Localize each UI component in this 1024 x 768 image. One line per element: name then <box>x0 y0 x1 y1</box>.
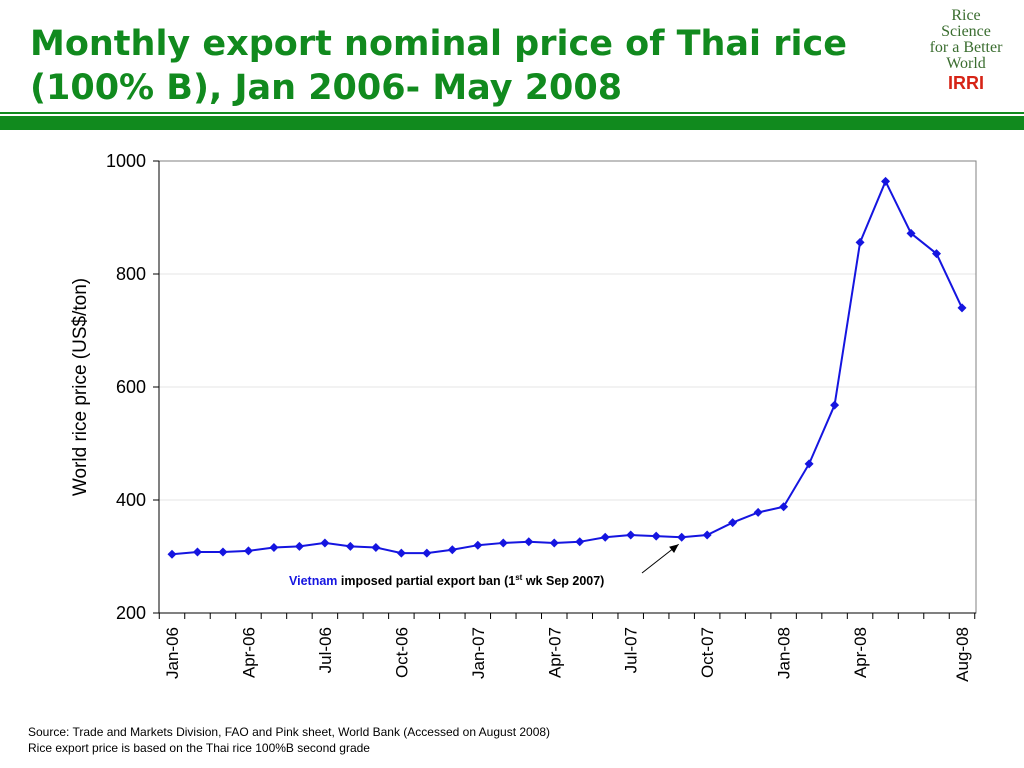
data-point <box>677 532 687 542</box>
y-tick-label: 600 <box>116 377 146 397</box>
y-tick-label: 800 <box>116 264 146 284</box>
x-tick-label: Apr-08 <box>851 627 870 678</box>
annotation-superscript: st <box>515 573 522 582</box>
data-point <box>243 546 253 556</box>
data-point <box>881 176 891 186</box>
x-tick-label: Oct-06 <box>392 627 411 678</box>
annotation-text-end: wk Sep 2007) <box>522 574 604 588</box>
data-point <box>473 540 483 550</box>
x-tick-label: Jul-07 <box>622 627 641 673</box>
source-note: Source: Trade and Markets Division, FAO … <box>28 725 551 739</box>
data-point <box>320 538 330 548</box>
data-point <box>728 518 738 528</box>
x-tick-label: Apr-07 <box>545 627 564 678</box>
data-point <box>192 547 202 557</box>
data-point <box>422 548 432 558</box>
data-point <box>167 549 177 559</box>
footer-notes: Source: Trade and Markets Division, FAO … <box>28 724 550 756</box>
header-divider-thin <box>0 112 1024 114</box>
data-point <box>498 538 508 548</box>
data-point <box>600 532 610 542</box>
grade-note: Rice export price is based on the Thai r… <box>28 741 370 755</box>
title-line-1: Monthly export nominal price of Thai ric… <box>30 24 847 64</box>
data-point <box>524 537 534 547</box>
y-tick-label: 400 <box>116 490 146 510</box>
logo-line-1: Rice <box>951 7 981 24</box>
data-point <box>855 237 865 247</box>
data-point <box>294 541 304 551</box>
data-point <box>753 507 763 517</box>
x-tick-label: Apr-06 <box>239 627 258 678</box>
data-point <box>830 400 840 410</box>
x-tick-label: Jan-07 <box>469 627 488 679</box>
header-divider-thick <box>0 116 1024 130</box>
title-line-2: (100% B), Jan 2006- May 2008 <box>30 68 623 108</box>
data-point <box>447 545 457 555</box>
series-points <box>167 176 967 559</box>
data-point <box>269 542 279 552</box>
data-point <box>345 541 355 551</box>
annotation-highlight: Vietnam <box>289 574 337 588</box>
x-tick-label: Jan-08 <box>775 627 794 679</box>
data-point <box>651 531 661 541</box>
data-point <box>932 249 942 259</box>
data-point <box>371 542 381 552</box>
data-point <box>779 502 789 512</box>
annotation-text: Vietnam imposed partial export ban (1st … <box>289 573 604 588</box>
x-tick-label: Oct-07 <box>698 627 717 678</box>
data-point <box>957 303 967 313</box>
data-point <box>702 530 712 540</box>
data-point <box>804 459 814 469</box>
data-point <box>396 548 406 558</box>
annotation-text-main: imposed partial export ban (1 <box>337 574 515 588</box>
data-point <box>218 547 228 557</box>
y-tick-label: 1000 <box>106 151 146 171</box>
x-tick-label: Jul-06 <box>316 627 335 673</box>
logo-line-3: for a Better <box>929 39 1003 56</box>
y-axis-label: World rice price (US$/ton) <box>70 278 91 496</box>
x-axis: Jan-06 Apr-06 Jul-06 Oct-06 Jan-07 Apr-07 Jul-… <box>158 612 976 682</box>
x-tick-label: Aug-08 <box>953 627 972 682</box>
series-line <box>171 178 963 556</box>
chart-gridlines <box>159 273 976 501</box>
logo-org: IRRI <box>948 73 984 93</box>
y-axis: 200 400 600 800 1000 <box>106 151 160 623</box>
x-tick-label: Jan-06 <box>163 627 182 679</box>
y-tick-label: 200 <box>116 603 146 623</box>
line-chart: 200 400 600 800 1000 Jan-06 Apr-06 Jul-06 Oct-0… <box>70 151 977 682</box>
data-point <box>906 228 916 238</box>
annotation-arrowhead <box>669 544 679 553</box>
logo-line-4: World <box>946 55 986 72</box>
data-point <box>549 538 559 548</box>
annotation: Vietnam imposed partial export ban (1st … <box>289 543 679 588</box>
data-point <box>626 530 636 540</box>
data-point <box>575 537 585 547</box>
irri-logo: Rice Science for a Better World IRRI <box>918 8 1014 94</box>
logo-line-2: Science <box>941 23 991 40</box>
slide-title: Monthly export nominal price of Thai ric… <box>30 22 880 110</box>
